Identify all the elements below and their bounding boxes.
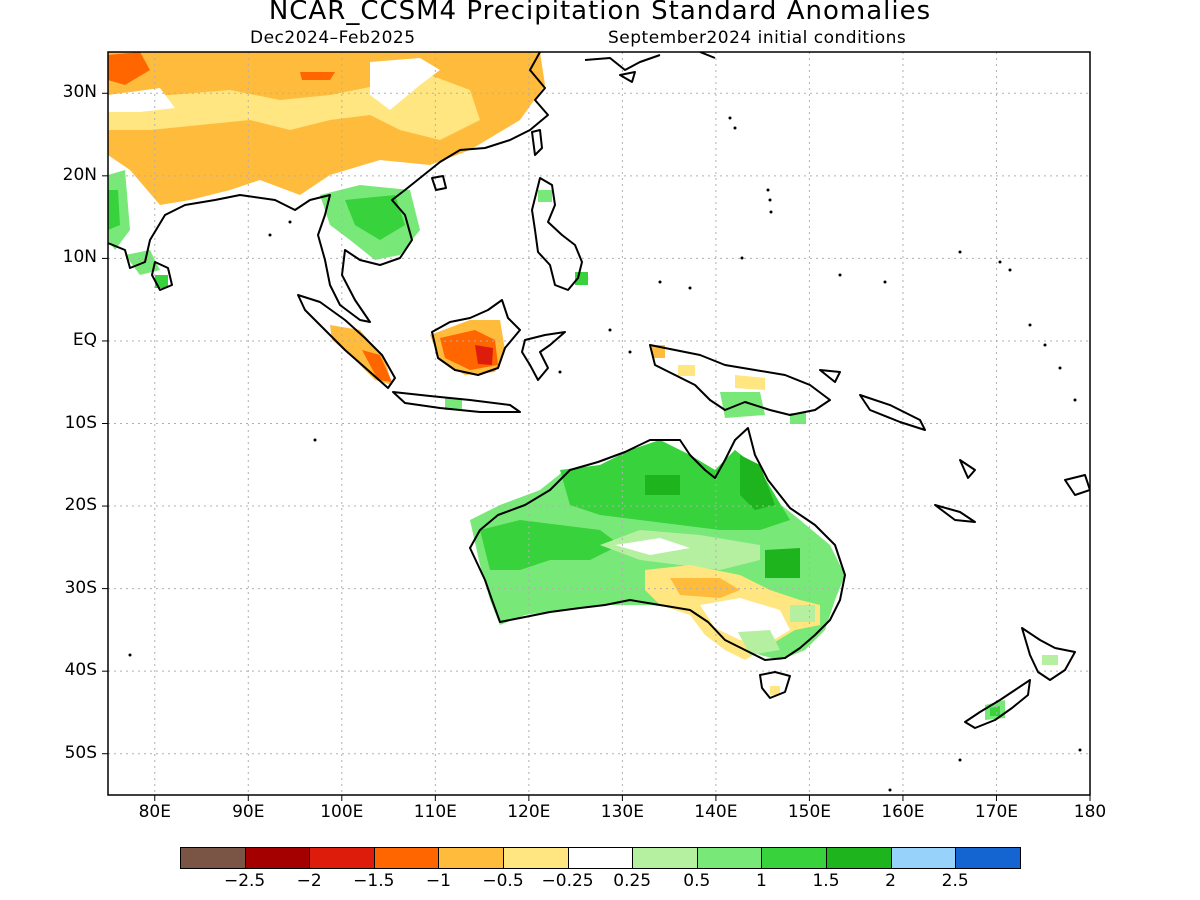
- colorbar-label: 1: [755, 871, 767, 891]
- colorbar-swatch: [890, 847, 957, 869]
- latitude-label: 40S: [64, 660, 97, 681]
- colorbar-label: −0.5: [482, 871, 524, 891]
- longitude-label: 110E: [413, 802, 457, 822]
- colorbar-swatch: [632, 847, 698, 869]
- colorbar-label: −1: [425, 871, 451, 891]
- colorbar-label: 0.5: [683, 871, 711, 891]
- longitude-label: 80E: [138, 802, 171, 822]
- longitude-label: 170E: [974, 802, 1019, 822]
- longitude-label: 120E: [507, 802, 551, 822]
- colorbar-label: 0.25: [613, 871, 652, 891]
- colorbar-swatch: [373, 847, 440, 869]
- coastlines: [108, 52, 1090, 729]
- latitude-label: 30S: [64, 577, 97, 598]
- colorbar-label: −2.5: [223, 871, 266, 891]
- latitude-label: 10N: [62, 247, 97, 268]
- colorbar-label: −0.25: [541, 871, 594, 891]
- colorbar-swatch: [567, 847, 634, 869]
- latitude-label: 50S: [64, 742, 97, 763]
- latitude-label: 10S: [64, 412, 97, 433]
- colorbar-label: −2: [296, 871, 322, 891]
- colorbar-swatch: [761, 847, 827, 869]
- longitude-label: 90E: [232, 802, 265, 822]
- longitude-label: 100E: [320, 802, 364, 822]
- colorbar-swatch: [826, 847, 892, 869]
- initial-conditions: September2024 initial conditions: [608, 28, 907, 48]
- colorbar-swatch: [503, 847, 569, 869]
- colorbar-label: 2: [885, 871, 896, 891]
- longitude-label: 150E: [787, 802, 832, 822]
- longitude-label: 160E: [881, 802, 925, 822]
- small-islands: [128, 116, 1082, 792]
- colorbar-swatch: [309, 847, 375, 869]
- colorbar-swatch: [696, 847, 763, 869]
- map-title: NCAR_CCSM4 Precipitation Standard Anomal…: [268, 0, 932, 26]
- longitude-label: 130E: [600, 802, 644, 822]
- colorbar-label: 1.5: [812, 871, 840, 891]
- colorbar-swatch: [244, 847, 311, 869]
- graticule: [108, 52, 1090, 795]
- colorbar-swatch: [438, 847, 504, 869]
- colorbar-swatch: [180, 847, 246, 869]
- latitude-label: 20S: [64, 495, 97, 516]
- longitude-label: 180: [1073, 802, 1107, 822]
- latitude-label: 20N: [62, 164, 97, 185]
- colorbar-swatch: [955, 847, 1021, 869]
- colorbar-label: 2.5: [941, 871, 969, 891]
- anomaly-shading: [108, 52, 1058, 720]
- longitude-label: 140E: [694, 802, 738, 822]
- forecast-period: Dec2024–Feb2025: [250, 28, 416, 48]
- latitude-label: EQ: [72, 329, 97, 350]
- latitude-label: 30N: [62, 82, 97, 103]
- colorbar-label: −1.5: [353, 871, 395, 891]
